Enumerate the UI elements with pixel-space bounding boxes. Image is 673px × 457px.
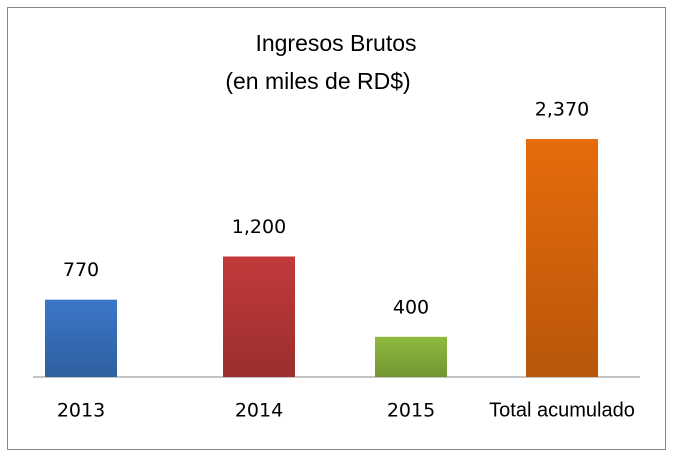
value-label: 1,200 bbox=[232, 216, 286, 238]
chart-title: Ingresos Brutos bbox=[255, 30, 416, 56]
x-tick-label: 2015 bbox=[387, 400, 435, 422]
value-label: 770 bbox=[63, 259, 99, 281]
value-label: 400 bbox=[393, 296, 429, 318]
x-tick-label: 2014 bbox=[235, 400, 283, 422]
x-tick-label: 2013 bbox=[57, 400, 105, 422]
value-label: 2,370 bbox=[535, 99, 589, 121]
bar bbox=[223, 256, 295, 377]
bar bbox=[526, 139, 598, 377]
bar bbox=[45, 299, 117, 377]
chart-subtitle: (en miles de RD$) bbox=[225, 68, 410, 94]
x-tick-label: Total acumulado bbox=[489, 399, 635, 421]
bar bbox=[375, 336, 447, 377]
